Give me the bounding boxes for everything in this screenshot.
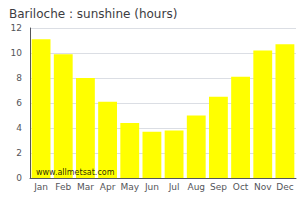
svg-text:Aug: Aug <box>187 182 205 192</box>
svg-text:Jul: Jul <box>168 182 180 192</box>
svg-text:Dec: Dec <box>276 182 293 192</box>
svg-text:Nov: Nov <box>254 182 272 192</box>
svg-text:2: 2 <box>16 148 22 158</box>
svg-text:Jan: Jan <box>33 182 48 192</box>
svg-text:12: 12 <box>11 23 22 33</box>
svg-text:Bariloche : sunshine (hours): Bariloche : sunshine (hours) <box>9 7 177 21</box>
svg-text:Mar: Mar <box>77 182 94 192</box>
svg-text:Feb: Feb <box>55 182 71 192</box>
svg-text:Sep: Sep <box>210 182 227 192</box>
svg-text:0: 0 <box>16 173 22 183</box>
svg-text:www.allmetsat.com: www.allmetsat.com <box>36 168 115 177</box>
svg-text:May: May <box>120 182 139 192</box>
svg-text:10: 10 <box>11 48 23 58</box>
svg-text:Oct: Oct <box>233 182 249 192</box>
svg-text:4: 4 <box>16 123 22 133</box>
svg-text:Apr: Apr <box>100 182 116 192</box>
svg-text:8: 8 <box>16 73 22 83</box>
svg-text:Jun: Jun <box>144 182 159 192</box>
svg-text:6: 6 <box>16 98 22 108</box>
